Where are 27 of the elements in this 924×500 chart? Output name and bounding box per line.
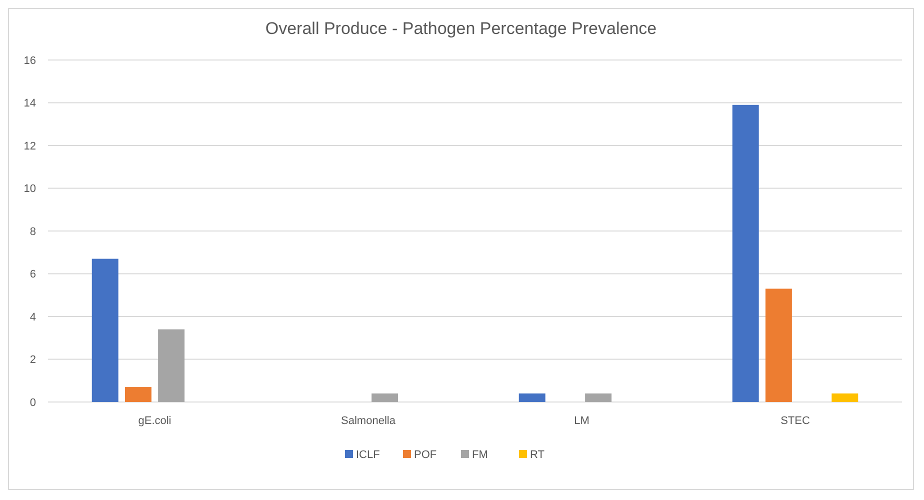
y-tick-label: 10 (24, 183, 36, 196)
legend-label: ICLF (356, 448, 380, 461)
bar (585, 393, 612, 402)
x-tick-label: LM (574, 415, 590, 427)
x-tick-label: gE.coli (138, 415, 172, 427)
y-tick-label: 14 (24, 98, 36, 110)
bar (518, 393, 546, 402)
x-tick-label: Salmonella (341, 415, 396, 427)
bar (124, 387, 152, 402)
y-tick-label: 6 (30, 268, 36, 281)
y-tick-label: 16 (24, 54, 36, 67)
bar (372, 393, 398, 402)
y-tick-label: 2 (30, 354, 36, 366)
y-tick-label: 8 (30, 226, 36, 238)
y-tick-label: 4 (30, 311, 36, 324)
bar (92, 258, 118, 402)
bar (765, 288, 792, 402)
legend-label: RT (530, 448, 545, 461)
legend-label: POF (414, 448, 437, 461)
bar (158, 329, 185, 402)
chart-title: Overall Produce - Pathogen Percentage Prevalence (265, 19, 657, 38)
legend-label: FM (472, 448, 488, 461)
y-tick-label: 12 (24, 140, 36, 152)
bar (732, 104, 759, 402)
x-tick-label: STEC (780, 415, 810, 427)
bar (832, 393, 858, 402)
y-tick-label: 0 (30, 396, 36, 409)
